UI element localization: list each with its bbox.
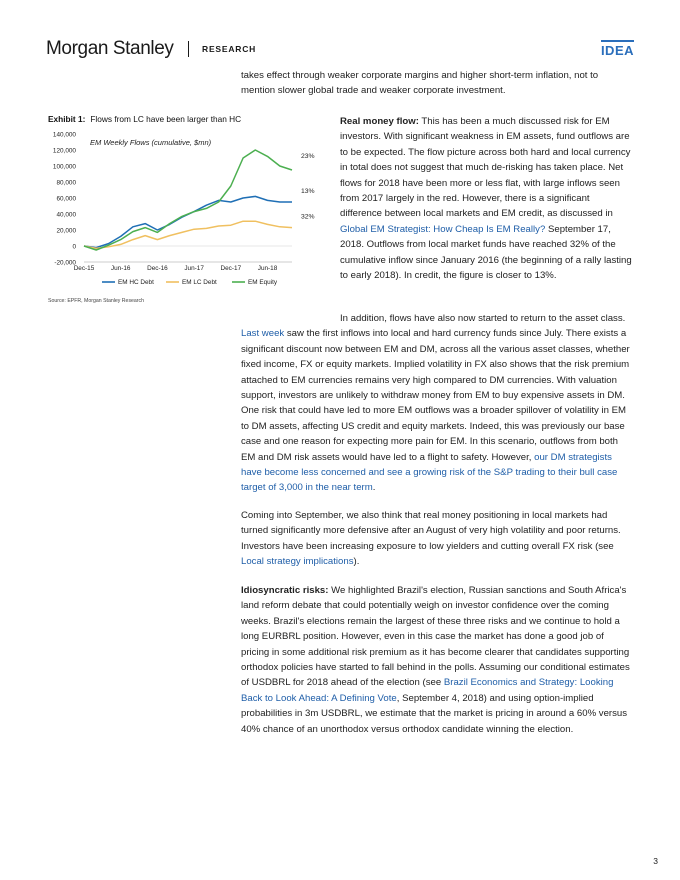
idiosyncratic-text-1: We highlighted Brazil's election, Russia… xyxy=(241,585,630,689)
local-strategy-link[interactable]: Local strategy implications xyxy=(241,556,354,568)
page-header: Morgan Stanley RESEARCH IDEA xyxy=(46,38,634,60)
logo-divider xyxy=(188,41,189,57)
x-tick-label: Dec-16 xyxy=(147,265,168,272)
y-tick-label: 100,000 xyxy=(53,164,77,171)
idiosyncratic-text-2: , September 4, 2018) and using option-im… xyxy=(241,692,628,735)
september-text-1: Coming into September, we also think tha… xyxy=(241,510,621,552)
x-tick-label: Jun-17 xyxy=(184,265,204,272)
x-tick-label: Jun-18 xyxy=(258,265,278,272)
legend-label: EM Equity xyxy=(248,279,278,286)
september-text-2: ). xyxy=(353,556,360,568)
idea-badge: IDEA xyxy=(600,40,634,58)
morgan-stanley-logo: Morgan Stanley xyxy=(46,38,174,59)
exhibit-source: Source: EPFR, Morgan Stanley Research xyxy=(48,298,145,304)
exhibit-caption: Flows from LC have been larger than HC xyxy=(90,114,242,124)
y-tick-label: 60,000 xyxy=(56,196,76,203)
real-money-paragraph: Real money flow: This has been a much di… xyxy=(340,114,634,283)
y-tick-label: 140,000 xyxy=(53,132,77,139)
legend-label: EM LC Debt xyxy=(182,279,217,286)
em-flows-chart: EM Weekly Flows (cumulative, $mn) 140,00… xyxy=(53,132,315,287)
research-label: RESEARCH xyxy=(202,44,257,54)
x-tick-label: Jun-16 xyxy=(111,265,131,272)
addition-paragraph: In addition, flows have also now started… xyxy=(241,311,634,496)
y-tick-label: 40,000 xyxy=(56,212,76,219)
addition-text-1: In addition, flows have also now started… xyxy=(340,313,626,324)
chart-title: EM Weekly Flows (cumulative, $mn) xyxy=(90,138,212,147)
brazil-economics-link[interactable]: Brazil Economics and Strategy: Looking B… xyxy=(241,677,614,704)
y-tick-label: -20,000 xyxy=(54,260,76,267)
dm-strategists-link[interactable]: our DM strategists have become less conc… xyxy=(241,451,618,494)
real-money-heading: Real money flow: xyxy=(340,116,419,127)
annotation-label: 13% xyxy=(301,188,315,195)
series-line-em-equity xyxy=(83,149,293,251)
annotation-label: 23% xyxy=(301,153,315,160)
x-tick-label: Dec-15 xyxy=(74,265,95,272)
real-money-text-2: September 17, 2018. Outflows from local … xyxy=(340,223,632,282)
idiosyncratic-paragraph: Idiosyncratic risks: We highlighted Braz… xyxy=(241,583,634,737)
y-tick-label: 80,000 xyxy=(56,180,76,187)
addition-text-3: . xyxy=(372,482,376,494)
exhibit-label: Exhibit 1: xyxy=(48,114,86,124)
y-tick-label: 20,000 xyxy=(56,228,76,235)
page-number: 3 xyxy=(653,856,658,866)
idiosyncratic-heading: Idiosyncratic risks: xyxy=(241,585,329,596)
exhibit-title: Exhibit 1: Flows from LC have been larger… xyxy=(48,114,241,124)
y-tick-label: 120,000 xyxy=(53,148,77,155)
september-paragraph: Coming into September, we also think tha… xyxy=(241,508,634,570)
y-tick-label: 0 xyxy=(72,244,76,251)
global-em-strategist-link[interactable]: Global EM Strategist: How Cheap Is EM Re… xyxy=(340,223,546,235)
legend-label: EM HC Debt xyxy=(118,279,154,286)
series-line-em-lc-debt xyxy=(83,220,293,250)
intro-paragraph: takes effect through weaker corporate ma… xyxy=(241,70,599,97)
real-money-text: This has been a much discussed risk for … xyxy=(340,116,631,220)
addition-text-2: saw the first inflows into local and har… xyxy=(241,328,630,463)
annotation-label: 32% xyxy=(301,214,315,221)
x-tick-label: Dec-17 xyxy=(221,265,242,272)
last-week-link[interactable]: Last week xyxy=(241,328,285,340)
